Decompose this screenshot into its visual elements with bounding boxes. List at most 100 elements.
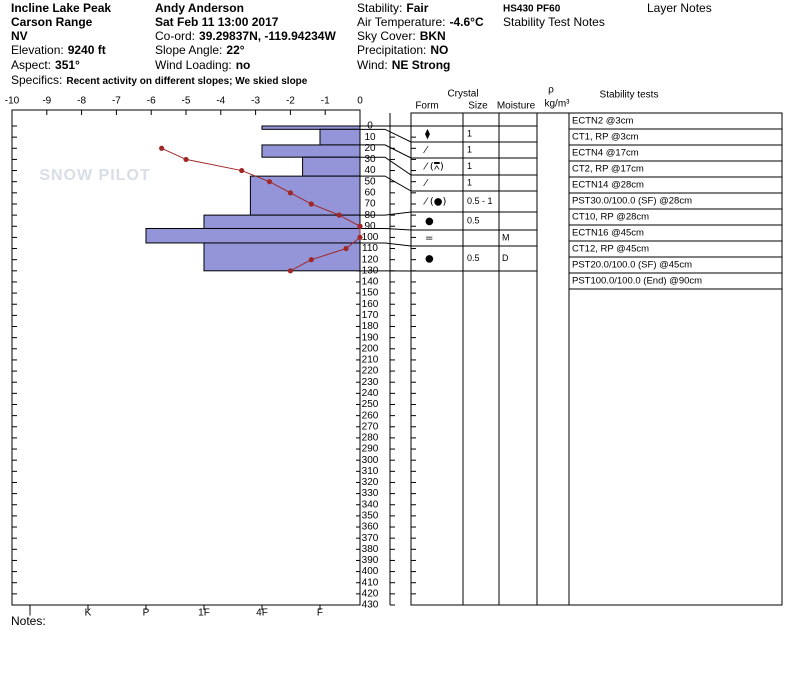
y-tick-label: 200 xyxy=(362,343,379,354)
y-tick-label: 230 xyxy=(362,377,379,388)
y-tick-label: 400 xyxy=(362,566,379,577)
hardness-bar xyxy=(302,156,361,177)
hardness-bar xyxy=(249,175,361,216)
temperature-point xyxy=(357,223,363,229)
y-tick-label: 10 xyxy=(364,132,376,143)
stability-test: CT12, RP @45cm xyxy=(572,244,649,255)
crystal-form: ⁄ xyxy=(423,178,429,189)
hardness-tick-label: 4F xyxy=(256,608,268,619)
y-tick-label: 320 xyxy=(362,477,379,488)
precip: Precipitation: NO xyxy=(357,43,448,57)
crystal-size: 0.5 - 1 xyxy=(467,196,493,206)
crystal-size: 0.5 xyxy=(467,215,480,225)
y-tick-label: 290 xyxy=(362,444,379,455)
crystal-form: ⁄ xyxy=(423,145,429,156)
layer-connector xyxy=(360,156,537,176)
x-tick-label: -10 xyxy=(5,96,20,107)
temperature-line xyxy=(161,147,361,272)
temperature-point xyxy=(308,257,314,263)
y-tick-label: 150 xyxy=(362,288,379,299)
wind-loading: Wind Loading: no xyxy=(155,58,250,72)
temperature-point xyxy=(266,179,273,185)
crystal-size: 1 xyxy=(467,161,472,171)
y-tick-label: 220 xyxy=(362,366,379,377)
crystal-form: = xyxy=(425,233,433,244)
x-tick-label: -5 xyxy=(182,96,191,107)
x-tick-label: -9 xyxy=(42,96,51,107)
layer-connector xyxy=(360,144,537,159)
aspect: Aspect: 351° xyxy=(11,58,80,72)
crystal-form: ⧫ xyxy=(425,128,430,140)
y-tick-label: 360 xyxy=(362,522,379,533)
x-tick-label: -8 xyxy=(77,96,86,107)
date: Sat Feb 11 13:00 2017 xyxy=(155,15,279,29)
wind: Wind: NE Strong xyxy=(357,58,450,72)
y-tick-label: 410 xyxy=(362,577,379,588)
y-tick-label: 310 xyxy=(362,466,379,477)
elevation: Elevation: 9240 ft xyxy=(11,43,106,57)
stability-test: PST20.0/100.0 (SF) @45cm xyxy=(572,260,692,271)
size-header: Size xyxy=(468,101,488,112)
crystal-size: 1 xyxy=(467,177,472,187)
layer-connector xyxy=(360,242,537,247)
temperature-point xyxy=(159,145,165,151)
crystal-size: 0.5 xyxy=(467,253,480,263)
y-tick-label: 40 xyxy=(364,165,376,176)
temperature-point xyxy=(287,268,293,274)
x-tick-label: -6 xyxy=(147,96,156,107)
temperature-point xyxy=(183,156,189,163)
layer-connector xyxy=(360,227,537,231)
y-tick-label: 20 xyxy=(364,143,376,154)
hardness-tick-label: K xyxy=(85,608,92,619)
stability-test: ECTN4 @17cm xyxy=(572,148,639,159)
y-tick-label: 330 xyxy=(362,488,379,499)
air-temp: Air Temperature: -4.6°C xyxy=(357,15,484,29)
moisture-header: Moisture xyxy=(497,101,536,112)
watermark: SNOW PILOT xyxy=(39,167,150,184)
specifics: Specifics: Recent activity on different s… xyxy=(11,73,308,87)
moisture: D xyxy=(502,253,509,263)
hardness-tick-label: I xyxy=(29,608,32,619)
y-tick-label: 70 xyxy=(364,199,376,210)
hardness-bar xyxy=(203,214,361,229)
y-tick-label: 430 xyxy=(362,600,379,611)
y-tick-label: 300 xyxy=(362,455,379,466)
crystal-size: 1 xyxy=(467,128,472,138)
rho-header: ρ xyxy=(548,85,554,96)
crystal-header: Crystal xyxy=(447,89,478,100)
state: NV xyxy=(11,29,28,43)
hardness-tick-label: F xyxy=(317,608,323,619)
crystal-size: 1 xyxy=(467,144,472,154)
x-tick-label: 0 xyxy=(357,96,363,107)
stability-test: ECTN2 @3cm xyxy=(572,116,633,127)
table-frame xyxy=(410,112,783,606)
notes: Notes: xyxy=(11,614,46,628)
y-tick-label: 350 xyxy=(362,511,379,522)
location: Incline Lake Peak xyxy=(11,1,111,15)
temperature-point xyxy=(336,212,342,218)
moisture: M xyxy=(502,232,510,242)
y-tick-label: 390 xyxy=(362,555,379,566)
y-tick-label: 90 xyxy=(364,221,376,232)
crystal-form: ⁄ (●) xyxy=(423,197,446,208)
crystal-form: ● xyxy=(425,216,434,227)
stability-test: PST30.0/100.0 (SF) @28cm xyxy=(572,196,692,207)
hardness-tick-label: P xyxy=(143,608,150,619)
y-tick-label: 110 xyxy=(362,243,378,254)
y-tick-label: 270 xyxy=(362,421,379,432)
y-tick-label: 340 xyxy=(362,499,379,510)
table-headers: Crystal Form Size Moisture ρ kg/m³ Stabi… xyxy=(415,85,658,112)
hardness-bar xyxy=(319,128,361,146)
y-tick-label: 120 xyxy=(362,254,379,265)
hardness-tick-label: 1F xyxy=(198,608,210,619)
stability-notes: Stability Test Notes xyxy=(503,15,605,29)
hardness-bar xyxy=(261,144,361,158)
x-tick-label: -1 xyxy=(321,96,330,107)
stability-test: CT10, RP @28cm xyxy=(572,212,649,223)
layer-connector xyxy=(360,175,537,192)
y-tick-label: 180 xyxy=(362,321,379,332)
header: Incline Lake Peak Carson Range NV Elevat… xyxy=(11,1,712,87)
hardness-bar xyxy=(145,227,361,244)
layer-notes: Layer Notes xyxy=(647,1,712,15)
